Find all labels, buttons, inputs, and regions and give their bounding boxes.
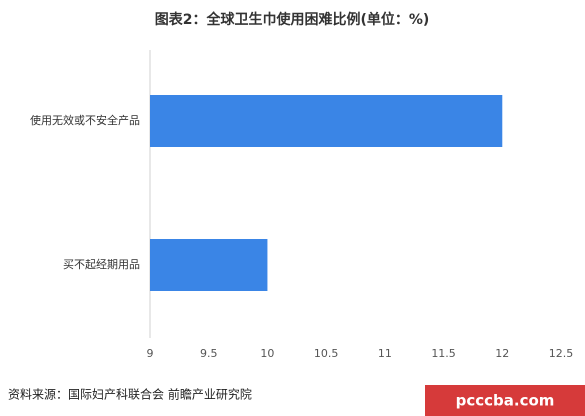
chart-title: 图表2：全球卫生巾使用困难比例(单位：%)	[155, 11, 430, 28]
x-tick-label: 11	[378, 347, 392, 360]
x-tick-label: 9	[147, 347, 154, 360]
y-tick-label: 买不起经期用品	[63, 258, 140, 271]
y-tick-label: 使用无效或不安全产品	[30, 113, 140, 127]
watermark: pcccba.com	[456, 392, 555, 410]
x-tick-label: 10.5	[314, 347, 339, 360]
bar	[150, 239, 268, 291]
source: 资料来源：国际妇产科联合会 前瞻产业研究院	[8, 387, 252, 402]
x-tick-label: 10	[260, 347, 274, 360]
bar	[150, 95, 503, 147]
x-tick-label: 12.5	[549, 347, 574, 360]
x-tick-label: 12	[495, 347, 509, 360]
x-tick-label: 11.5	[431, 347, 456, 360]
x-tick-label: 9.5	[200, 347, 218, 360]
watermark-bg	[425, 385, 585, 416]
